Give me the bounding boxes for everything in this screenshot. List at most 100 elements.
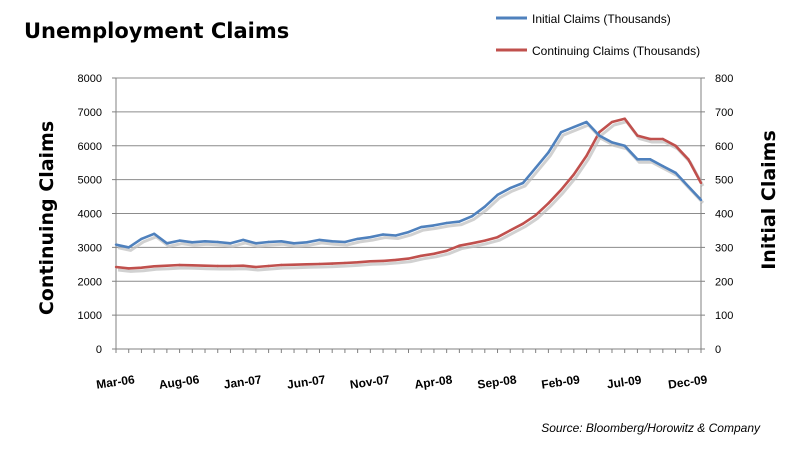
- data-point-initial-claims: [178, 239, 181, 242]
- data-point-continuing-claims: [648, 137, 652, 141]
- left-y-tick-label: 4000: [78, 209, 102, 221]
- data-point-initial-claims: [521, 181, 525, 185]
- data-point-initial-claims: [127, 246, 130, 249]
- data-point-continuing-claims: [203, 264, 207, 267]
- x-axis-ticks: Mar-06 Aug-06 Jan-07 Jun-07 Nov-07 Apr-08 Sep-…: [95, 349, 709, 392]
- data-point-initial-claims: [687, 185, 690, 188]
- data-point-initial-claims: [254, 242, 258, 245]
- data-point-initial-claims: [369, 236, 372, 239]
- data-point-continuing-claims: [623, 117, 626, 120]
- data-point-continuing-claims: [585, 154, 588, 158]
- data-point-continuing-claims: [534, 213, 537, 217]
- right-y-tick-label: 500: [715, 175, 733, 187]
- right-y-tick-label: 200: [715, 276, 733, 288]
- right-axis-title: Initial Claims: [758, 130, 780, 270]
- left-y-axis-ticks: 0 1000 2000 3000 4000 5000 6000 7000 8000: [78, 73, 116, 356]
- data-point-continuing-claims: [470, 242, 474, 245]
- data-point-initial-claims: [661, 164, 665, 168]
- data-point-initial-claims: [318, 238, 321, 242]
- data-point-initial-claims: [191, 241, 194, 244]
- right-y-tick-label: 0: [715, 344, 721, 356]
- data-point-continuing-claims: [699, 181, 703, 185]
- data-point-initial-claims: [623, 144, 626, 147]
- x-tick-label: Jan-07: [223, 372, 263, 391]
- data-point-continuing-claims: [509, 229, 512, 232]
- data-point-continuing-claims: [343, 261, 347, 265]
- data-point-initial-claims: [610, 141, 614, 144]
- data-point-initial-claims: [432, 224, 436, 227]
- data-point-continuing-claims: [598, 131, 601, 134]
- left-y-tick-label: 3000: [78, 242, 102, 254]
- data-point-initial-claims: [470, 215, 474, 218]
- data-point-continuing-claims: [394, 258, 397, 262]
- data-point-continuing-claims: [432, 252, 436, 256]
- x-tick-label: Mar-06: [95, 372, 136, 391]
- data-point-continuing-claims: [127, 267, 130, 270]
- right-y-axis-ticks: 0 100 200 300 400 500 600 700 800: [701, 73, 733, 356]
- data-point-initial-claims: [381, 233, 385, 236]
- data-point-continuing-claims: [661, 137, 665, 141]
- data-point-continuing-claims: [687, 158, 690, 161]
- chart-title: Unemployment Claims: [24, 19, 289, 43]
- data-point-continuing-claims: [267, 264, 270, 268]
- data-point-initial-claims: [420, 225, 423, 229]
- data-point-continuing-claims: [356, 261, 359, 264]
- x-tick-label: Jun-07: [286, 372, 327, 391]
- data-point-initial-claims: [496, 193, 499, 197]
- data-point-initial-claims: [534, 166, 537, 169]
- data-point-initial-claims: [483, 205, 487, 208]
- data-point-initial-claims: [636, 158, 639, 161]
- data-point-initial-claims: [648, 158, 652, 161]
- legend-label-continuing-claims: Continuing Claims (Thousands): [532, 44, 700, 58]
- left-y-tick-label: 6000: [78, 141, 102, 153]
- data-point-continuing-claims: [114, 265, 118, 269]
- x-tick-label: Aug-06: [158, 372, 201, 392]
- left-y-tick-label: 1000: [78, 310, 102, 322]
- data-point-continuing-claims: [229, 264, 232, 268]
- x-tick-label: Jul-09: [606, 373, 643, 392]
- data-point-initial-claims: [559, 131, 563, 134]
- data-point-continuing-claims: [318, 262, 321, 266]
- data-point-initial-claims: [458, 220, 461, 223]
- right-y-tick-label: 800: [715, 73, 733, 85]
- data-point-continuing-claims: [178, 263, 181, 267]
- source-note: Source: Bloomberg/Horowitz & Company: [541, 421, 761, 435]
- data-point-initial-claims: [203, 240, 207, 243]
- data-point-continuing-claims: [191, 264, 194, 267]
- data-point-initial-claims: [585, 120, 588, 124]
- data-point-continuing-claims: [521, 222, 525, 225]
- data-point-initial-claims: [280, 240, 283, 243]
- data-point-continuing-claims: [559, 188, 563, 191]
- data-point-initial-claims: [572, 125, 576, 129]
- right-y-tick-label: 300: [715, 242, 733, 254]
- data-point-continuing-claims: [152, 265, 156, 268]
- left-y-tick-label: 2000: [78, 276, 102, 288]
- data-point-initial-claims: [356, 237, 359, 241]
- data-point-initial-claims: [305, 241, 308, 244]
- data-point-continuing-claims: [330, 262, 334, 265]
- legend-label-initial-claims: Initial Claims (Thousands): [532, 12, 671, 26]
- x-tick-label: Apr-08: [414, 372, 454, 391]
- data-point-continuing-claims: [241, 264, 245, 267]
- left-y-tick-label: 0: [96, 344, 102, 356]
- data-point-continuing-claims: [547, 202, 550, 205]
- data-point-initial-claims: [140, 237, 143, 241]
- data-point-continuing-claims: [381, 259, 385, 263]
- data-point-continuing-claims: [369, 260, 372, 263]
- data-point-initial-claims: [152, 232, 156, 236]
- data-point-initial-claims: [229, 242, 232, 245]
- x-tick-label: Sep-08: [477, 372, 518, 391]
- data-point-continuing-claims: [636, 134, 639, 137]
- data-point-continuing-claims: [280, 263, 283, 267]
- data-point-initial-claims: [407, 230, 410, 234]
- data-point-initial-claims: [330, 240, 334, 243]
- data-point-continuing-claims: [572, 173, 576, 176]
- series-layer: [114, 117, 705, 273]
- data-point-initial-claims: [509, 186, 512, 190]
- data-point-continuing-claims: [140, 266, 143, 269]
- data-point-initial-claims: [394, 234, 397, 237]
- x-tick-label: Nov-07: [349, 372, 391, 391]
- data-point-continuing-claims: [610, 120, 614, 124]
- data-point-initial-claims: [445, 221, 448, 225]
